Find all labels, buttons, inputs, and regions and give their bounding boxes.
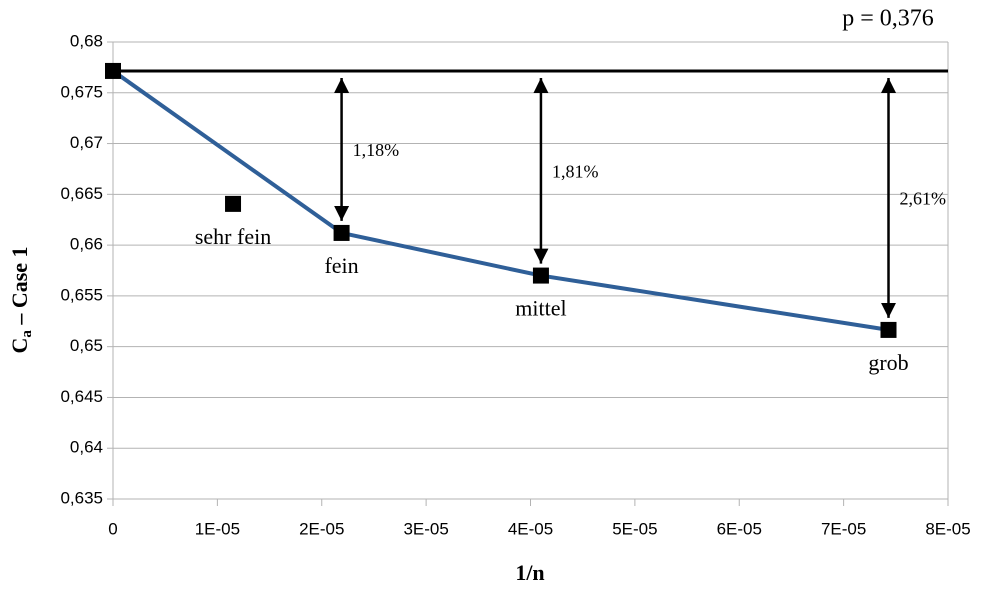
y-tick-label: 0,665 bbox=[60, 184, 103, 203]
y-label-rest: – Case 1 bbox=[7, 246, 32, 330]
x-tick-label: 1E-05 bbox=[195, 519, 240, 538]
data-line bbox=[111, 69, 889, 332]
x-tick-label: 5E-05 bbox=[612, 519, 657, 538]
x-tick-label: 7E-05 bbox=[821, 519, 866, 538]
difference-label: 2,61% bbox=[900, 189, 947, 209]
point-label: fein bbox=[324, 253, 358, 278]
y-tick-label: 0,64 bbox=[70, 438, 103, 457]
y-tick-label: 0,66 bbox=[70, 235, 103, 254]
point-marker bbox=[880, 321, 897, 338]
x-tick-label: 2E-05 bbox=[299, 519, 344, 538]
point-marker bbox=[532, 267, 549, 284]
y-tick-label: 0,635 bbox=[60, 488, 103, 507]
point-marker bbox=[105, 62, 121, 79]
y-label-sub: a bbox=[19, 330, 35, 338]
y-tick-label: 0,645 bbox=[60, 387, 103, 406]
point-label: sehr fein bbox=[195, 224, 271, 249]
point-marker bbox=[225, 195, 242, 212]
difference-label: 1,18% bbox=[353, 140, 400, 160]
x-tick-label: 4E-05 bbox=[508, 519, 553, 538]
x-tick-label: 0 bbox=[108, 519, 117, 538]
difference-label: 1,81% bbox=[552, 161, 599, 181]
annotation: p = 0,376 bbox=[842, 6, 934, 32]
point-marker bbox=[333, 224, 350, 241]
y-tick-label: 0,68 bbox=[70, 31, 103, 50]
y-axis-label: Ca – Case 1 bbox=[7, 246, 35, 353]
y-tick-label: 0,675 bbox=[60, 82, 103, 101]
y-label-main: C bbox=[7, 338, 32, 354]
x-tick-label: 3E-05 bbox=[403, 519, 448, 538]
y-tick-label: 0,655 bbox=[60, 285, 103, 304]
y-tick-label: 0,65 bbox=[70, 336, 103, 355]
x-tick-label: 8E-05 bbox=[925, 519, 970, 538]
y-tick-label: 0,67 bbox=[70, 133, 103, 152]
point-label: mittel bbox=[515, 296, 566, 321]
point-label: grob bbox=[868, 350, 908, 375]
x-axis-label: 1/n bbox=[515, 560, 544, 585]
x-tick-label: 6E-05 bbox=[717, 519, 762, 538]
